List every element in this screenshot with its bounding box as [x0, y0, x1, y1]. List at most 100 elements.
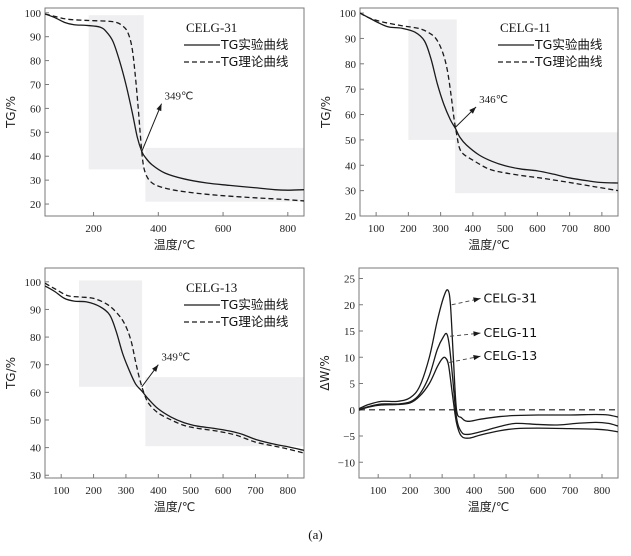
y-tick-label: −10: [338, 457, 356, 469]
y-tick-label: 40: [30, 151, 42, 163]
y-tick-label: 40: [30, 443, 42, 455]
y-tick-label: 80: [345, 59, 357, 71]
x-tick-label: 800: [594, 485, 611, 497]
y-axis-title: TG/%: [4, 96, 18, 129]
annotation-arrow: [141, 103, 163, 152]
annotation-arrowhead: [156, 103, 162, 112]
y-tick-label: 60: [30, 387, 42, 399]
legend-label: TG实验曲线: [220, 297, 289, 312]
y-tick-label: 80: [30, 332, 42, 344]
series-label-leader: [450, 332, 481, 337]
x-tick-label: 100: [368, 223, 385, 235]
y-tick-label: 20: [345, 211, 357, 223]
x-tick-label: 500: [498, 485, 515, 497]
shaded-region: [78, 280, 143, 387]
series-line-TG理论曲线: [45, 13, 304, 202]
x-tick-label: 400: [466, 485, 483, 497]
series-line-TG实验曲线: [45, 13, 304, 191]
series-label-leader: [449, 355, 481, 363]
y-tick-label: 70: [30, 360, 42, 372]
series-label: CELG-11: [484, 325, 538, 340]
x-tick-label: 300: [118, 485, 135, 497]
y-tick-label: 20: [30, 199, 42, 211]
plot-frame: [358, 267, 619, 479]
chart-celg11: 100 200 300 400 500 600 700 800 20 30 40 50 60 70 80 90…: [319, 7, 619, 252]
x-tick-label: 200: [402, 485, 419, 497]
x-tick-label: 300: [434, 485, 451, 497]
x-axis-title: 温度/℃: [468, 237, 510, 252]
y-axis-title: TG/%: [319, 96, 333, 129]
y-tick-label: −5: [343, 431, 355, 443]
y-tick-label: 50: [30, 415, 42, 427]
annotation-arrowhead: [469, 106, 477, 114]
sample-title: CELG-11: [500, 20, 551, 35]
chart-celg13: 100 200 300 400 500 600 700 800 30 40 50 60 70 80 90 10…: [4, 267, 305, 514]
y-tick-label: 15: [344, 326, 356, 338]
y-tick-label: 60: [30, 103, 42, 115]
plot-frame: [44, 7, 305, 217]
shaded-region: [455, 132, 618, 194]
sample-title: CELG-31: [186, 20, 237, 35]
y-tick-label: 70: [30, 80, 42, 92]
shaded-region: [88, 15, 144, 170]
chart-celg31: 200 400 600 800 20 30 40 50 60 70 80 90 100 温度/℃ TG/% C…: [4, 7, 305, 252]
y-axis-title: TG/%: [4, 357, 18, 390]
x-tick-label: 200: [85, 485, 102, 497]
annotation-arrowhead: [152, 364, 159, 372]
shaded-region: [145, 147, 304, 202]
y-axis-title: ΔW/%: [318, 355, 332, 391]
y-tick-label: 60: [345, 110, 357, 122]
y-tick-label: 30: [30, 470, 42, 482]
x-tick-label: 300: [432, 223, 449, 235]
legend-label: TG理论曲线: [534, 54, 603, 69]
annotation-label: 349℃: [161, 352, 190, 364]
x-tick-label: 200: [85, 223, 102, 235]
y-tick-label: 30: [345, 186, 357, 198]
y-tick-label: 30: [30, 175, 42, 187]
sample-title: CELG-13: [186, 280, 237, 295]
figure-caption: (a): [308, 527, 323, 542]
y-tick-label: 50: [345, 135, 357, 147]
y-tick-label: 0: [350, 405, 356, 417]
series-line-CELG-11: [359, 332, 618, 436]
y-tick-label: 70: [345, 84, 357, 96]
x-axis-title: 温度/℃: [154, 237, 196, 252]
series-line-TG理论曲线: [360, 12, 618, 192]
x-tick-label: 100: [370, 485, 387, 497]
x-tick-label: 700: [247, 485, 264, 497]
x-axis-title: 温度/℃: [468, 499, 510, 514]
series-label-arrowhead: [473, 331, 481, 337]
x-tick-label: 600: [215, 223, 232, 235]
y-tick-label: 40: [345, 160, 357, 172]
x-tick-label: 500: [497, 223, 514, 235]
y-tick-label: 20: [344, 300, 356, 312]
shaded-region: [145, 377, 304, 447]
x-tick-label: 400: [465, 223, 482, 235]
plot-frame: [359, 7, 619, 217]
x-tick-label: 100: [53, 485, 70, 497]
y-tick-label: 90: [345, 33, 357, 45]
x-tick-label: 400: [150, 223, 167, 235]
y-tick-label: 50: [30, 127, 42, 139]
legend-label: TG实验曲线: [534, 37, 603, 52]
x-tick-label: 800: [594, 223, 611, 235]
annotation-label: 346℃: [479, 94, 508, 106]
y-tick-label: 5: [350, 379, 356, 391]
y-tick-label: 90: [30, 32, 42, 44]
y-tick-label: 100: [25, 8, 42, 20]
x-tick-label: 800: [280, 223, 297, 235]
series-label-arrowhead: [473, 355, 481, 361]
y-tick-label: 25: [344, 274, 356, 286]
series-line-CELG-31: [359, 289, 618, 422]
x-tick-label: 500: [182, 485, 199, 497]
x-tick-label: 600: [529, 223, 546, 235]
y-tick-label: 90: [30, 304, 42, 316]
series-label: CELG-13: [484, 348, 538, 363]
x-axis-title: 温度/℃: [154, 499, 196, 514]
x-tick-label: 700: [562, 485, 579, 497]
x-tick-label: 400: [150, 485, 167, 497]
series-line-CELG-13: [359, 356, 618, 439]
legend-label: TG实验曲线: [220, 37, 289, 52]
series-line-TG理论曲线: [45, 282, 304, 454]
